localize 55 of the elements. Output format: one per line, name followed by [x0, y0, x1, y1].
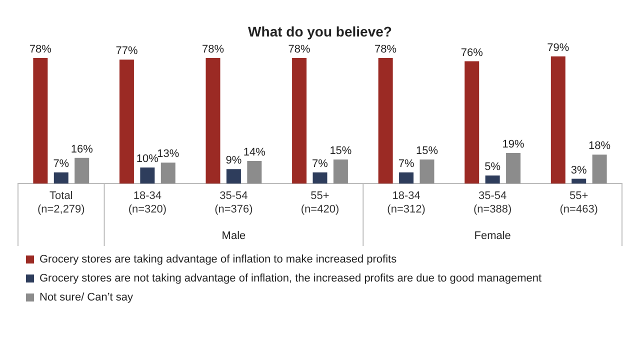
bar [247, 161, 262, 184]
bar [206, 58, 220, 184]
data-label: 7% [398, 158, 414, 170]
bar [226, 169, 241, 184]
data-label: 77% [116, 45, 138, 58]
x-tick-label: 55+ (n=420) [300, 190, 340, 216]
bar [378, 58, 393, 184]
bar [119, 60, 134, 184]
bar [33, 58, 48, 184]
x-tick-label: Total (n=2,279) [37, 190, 85, 216]
data-label: 78% [374, 44, 397, 56]
text: Female [474, 230, 511, 242]
data-label: 78% [202, 44, 224, 56]
data-label: 15% [330, 144, 352, 157]
data-label: 76% [460, 46, 484, 59]
data-label: 7% [312, 158, 328, 170]
data-label: 14% [243, 146, 266, 159]
bar [485, 176, 500, 184]
bar [420, 159, 434, 184]
bar [54, 172, 68, 184]
bar [333, 159, 348, 184]
bar [140, 168, 155, 184]
data-label: 18% [588, 140, 611, 152]
bar [292, 58, 307, 184]
bar [572, 178, 586, 184]
data-label: 7% [53, 158, 70, 170]
bar [506, 153, 521, 184]
data-label: 78% [29, 44, 52, 56]
data-label: 16% [70, 143, 94, 156]
x-tick-label: 35-54 (n=376) [214, 190, 253, 216]
legend-label: Not sure/ Can’t say [40, 292, 134, 304]
bar [160, 162, 176, 184]
data-label: 5% [484, 161, 501, 174]
bar [74, 158, 90, 184]
data-label: 3% [570, 164, 588, 176]
data-label: 19% [502, 138, 524, 151]
data-label: 9% [226, 154, 242, 167]
legend-label: Grocery stores are not taking advantage of inflation, the increased profits are due to good management [40, 272, 542, 285]
x-tick-label: 55+ (n=463) [560, 190, 598, 216]
data-label: 10% [136, 153, 159, 166]
bar [550, 56, 566, 184]
bar [399, 172, 414, 184]
chart-title: What do you believe? [248, 23, 392, 40]
text: Male [222, 230, 246, 242]
data-label: 78% [288, 44, 311, 56]
bar [592, 154, 607, 184]
x-tick-label: 18-34 (n=312) [387, 190, 426, 216]
data-label: 15% [416, 144, 438, 157]
data-label: 13% [157, 148, 180, 160]
bar [464, 61, 480, 184]
data-label: 79% [547, 42, 570, 54]
x-tick-label: 18-34 (n=320) [128, 190, 167, 216]
bar [312, 172, 328, 184]
legend-label: Grocery stores are taking advantage of inflation to make increased profits [40, 254, 398, 266]
x-tick-label: 35-54 (n=388) [473, 190, 512, 216]
